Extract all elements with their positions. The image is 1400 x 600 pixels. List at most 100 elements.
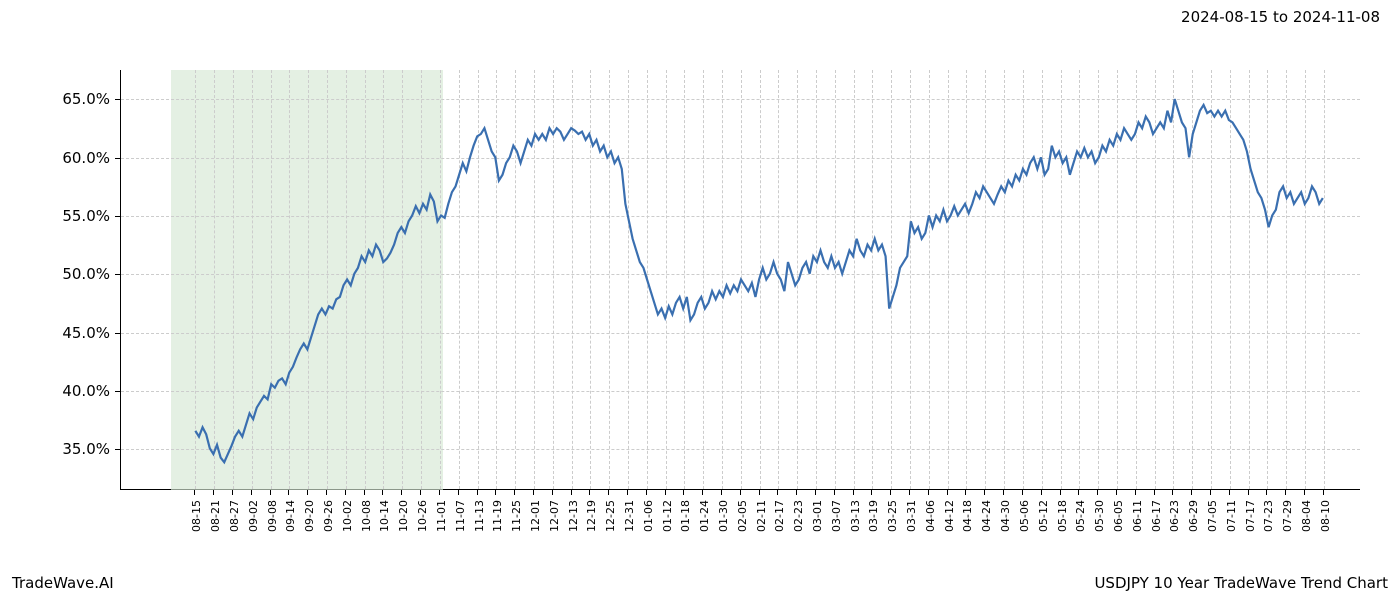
x-tick [552,490,553,495]
x-tick [721,490,722,495]
x-axis-label: 09-26 [322,500,335,532]
y-tick [115,391,120,392]
x-axis-label: 12-13 [567,500,580,532]
x-axis-label: 12-25 [604,500,617,532]
x-axis-label: 05-24 [1074,500,1087,532]
x-axis-label: 03-07 [830,500,843,532]
x-tick [364,490,365,495]
x-axis-label: 07-05 [1206,500,1219,532]
x-axis-label: 06-29 [1187,500,1200,532]
x-axis-label: 09-14 [284,500,297,532]
x-tick [1041,490,1042,495]
x-tick [608,490,609,495]
x-axis-label: 06-23 [1168,500,1181,532]
x-axis-label: 12-01 [529,500,542,532]
x-tick [533,490,534,495]
x-axis-label: 04-24 [980,500,993,532]
x-tick [514,490,515,495]
x-tick [194,490,195,495]
x-axis-label: 08-15 [190,500,203,532]
y-axis-label: 50.0% [40,265,110,283]
x-tick [213,490,214,495]
x-tick [1191,490,1192,495]
x-axis-label: 12-19 [585,500,598,532]
x-axis-label: 01-12 [661,500,674,532]
x-tick [1154,490,1155,495]
x-tick [439,490,440,495]
x-axis-label: 05-12 [1037,500,1050,532]
x-axis-label: 03-01 [811,500,824,532]
x-tick [1172,490,1173,495]
x-tick [853,490,854,495]
y-tick [115,449,120,450]
x-axis-label: 02-11 [755,500,768,532]
y-axis-label: 45.0% [40,324,110,342]
x-tick [871,490,872,495]
x-tick [796,490,797,495]
x-tick [740,490,741,495]
x-axis-label: 01-24 [698,500,711,532]
x-axis-label: 08-10 [1319,500,1332,532]
x-tick [326,490,327,495]
y-axis-label: 55.0% [40,207,110,225]
x-tick [288,490,289,495]
x-axis-label: 10-20 [397,500,410,532]
x-tick [401,490,402,495]
x-axis-label: 05-06 [1018,500,1031,532]
x-axis-label: 01-06 [642,500,655,532]
x-axis-label: 02-17 [773,500,786,532]
x-tick [1304,490,1305,495]
x-tick [232,490,233,495]
x-tick [815,490,816,495]
x-tick [382,490,383,495]
x-tick [1022,490,1023,495]
y-axis-label: 40.0% [40,382,110,400]
x-axis-label: 10-08 [360,500,373,532]
x-axis-label: 02-23 [792,500,805,532]
x-axis-label: 01-30 [717,500,730,532]
y-axis-label: 60.0% [40,149,110,167]
x-tick [458,490,459,495]
x-tick [270,490,271,495]
y-tick [115,333,120,334]
x-tick [1248,490,1249,495]
x-tick [589,490,590,495]
x-axis-label: 09-02 [247,500,260,532]
x-axis-label: 05-18 [1056,500,1069,532]
x-tick [345,490,346,495]
x-axis-label: 05-30 [1093,500,1106,532]
chart-plot-area [120,70,1360,490]
x-axis-label: 07-29 [1281,500,1294,532]
y-tick [115,274,120,275]
x-axis-label: 12-31 [623,500,636,532]
x-tick [909,490,910,495]
x-tick [834,490,835,495]
x-axis-label: 01-18 [679,500,692,532]
date-range-label: 2024-08-15 to 2024-11-08 [1181,8,1380,26]
x-tick [1323,490,1324,495]
x-axis-label: 07-11 [1225,500,1238,532]
x-axis-label: 08-04 [1300,500,1313,532]
trend-line-path [195,99,1322,462]
x-tick [307,490,308,495]
y-tick [115,158,120,159]
x-tick [984,490,985,495]
x-tick [627,490,628,495]
x-tick [759,490,760,495]
x-tick [665,490,666,495]
x-axis-label: 07-23 [1262,500,1275,532]
x-tick [477,490,478,495]
x-tick [571,490,572,495]
x-tick [1135,490,1136,495]
trend-line [121,70,1360,489]
x-axis-label: 11-13 [473,500,486,532]
x-axis-label: 11-19 [491,500,504,532]
y-tick [115,99,120,100]
x-tick [683,490,684,495]
x-axis-label: 03-25 [886,500,899,532]
x-tick [1116,490,1117,495]
x-axis-label: 10-26 [416,500,429,532]
x-axis-label: 06-17 [1150,500,1163,532]
x-axis-label: 03-19 [867,500,880,532]
chart-title: USDJPY 10 Year TradeWave Trend Chart [1094,574,1388,592]
